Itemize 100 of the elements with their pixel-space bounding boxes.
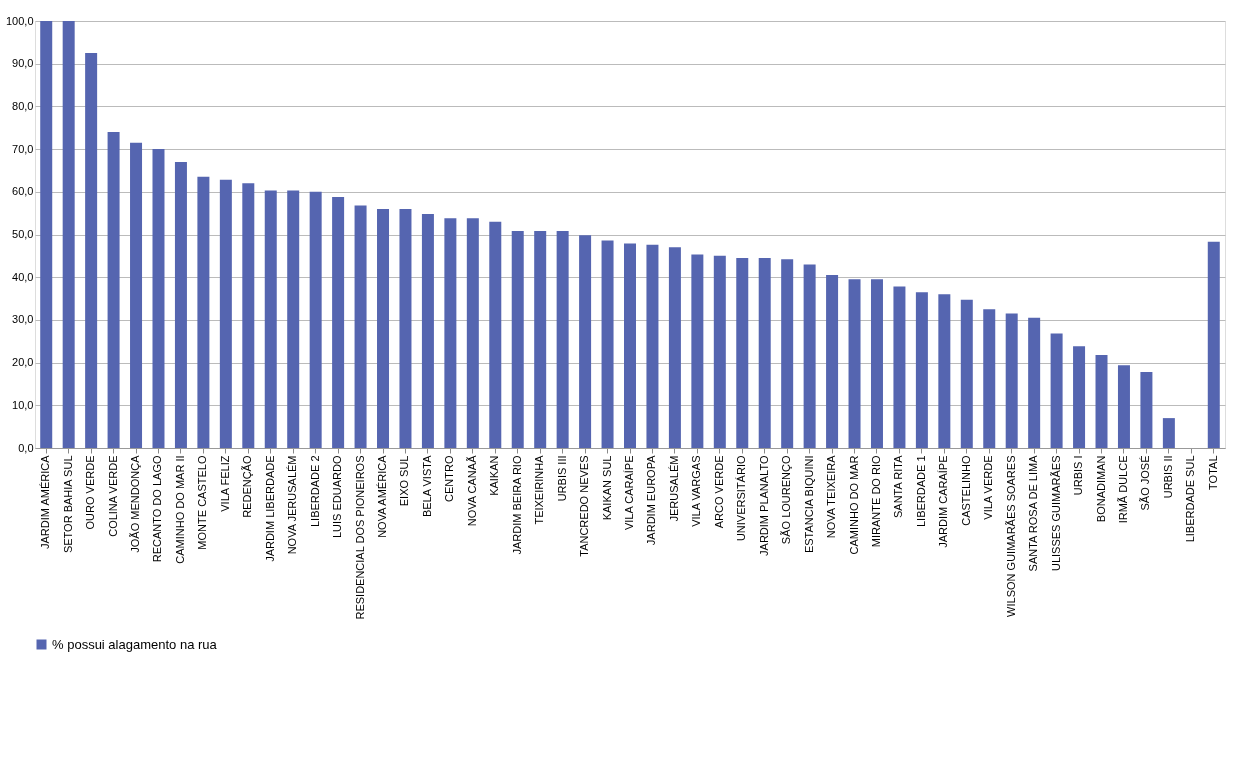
bar (152, 149, 165, 448)
bar (826, 275, 839, 448)
bar (197, 176, 210, 448)
x-tick-label: VILA VARGAS (690, 455, 703, 527)
x-tick-label: RESIDENCIAL DOS PIONEIROS (353, 455, 366, 620)
bar (1140, 371, 1153, 448)
bar (309, 191, 322, 448)
bar (601, 240, 614, 448)
x-tick-label: JERUSALÉM (667, 455, 680, 522)
bar (1005, 313, 1018, 448)
x-tick-label: ARCO VERDE (712, 455, 725, 529)
x-tick-label: RECANTO DO LAGO (151, 455, 164, 563)
bar (130, 142, 143, 448)
bar (893, 286, 906, 448)
bar (758, 257, 771, 448)
y-tick-label: 10,0 (12, 398, 34, 411)
bar (85, 53, 98, 448)
x-tick-label: JARDIM PLANALTO (757, 455, 770, 556)
x-tick-label: OURO VERDE (84, 455, 97, 530)
bar (646, 244, 659, 448)
bar (444, 218, 457, 448)
x-tick-label: NOVA CANAÃ (465, 454, 478, 527)
y-tick-label: 100,0 (5, 14, 34, 27)
x-tick-label: SANTA ROSA DE LIMA (1027, 454, 1040, 572)
x-tick-label: LIBERDADE SUL (1184, 455, 1197, 543)
y-tick-label: 50,0 (12, 228, 34, 240)
x-tick-label: CAMINHO DO MAR II (173, 455, 186, 564)
x-tick-label: JOÃO MENDONÇA (129, 454, 142, 553)
bar (107, 132, 120, 448)
bar (960, 299, 973, 448)
bar (1095, 354, 1108, 448)
bar (264, 190, 277, 448)
x-tick-label: JARDIM BEIRA RIO (510, 455, 523, 555)
x-tick-label: BONADIMAN (1094, 455, 1107, 523)
y-tick-label: 80,0 (12, 99, 34, 112)
x-tick-label: COLINA VERDE (106, 455, 119, 537)
bar (781, 259, 794, 448)
bar (736, 257, 749, 448)
x-tick-label: JARDIM LIBERDADE (263, 455, 276, 562)
x-tick-label: LIBERDADE 1 (914, 455, 927, 528)
x-tick-label: URBIS I (1072, 455, 1085, 496)
x-tick-label: URBIS II (1161, 455, 1174, 499)
y-tick-label: 30,0 (12, 313, 34, 326)
bar (534, 231, 547, 448)
x-tick-label: CAMINHO DO MAR (847, 455, 860, 555)
x-tick-label: JARDIM AMÉRICA (39, 454, 52, 550)
bar (803, 264, 816, 448)
bar (466, 218, 479, 448)
bar (579, 235, 592, 448)
bar (1207, 241, 1220, 448)
bar (489, 221, 502, 448)
x-tick-label: TANCREDO NEVES (578, 455, 591, 557)
bar (174, 161, 187, 448)
x-tick-label: REDENÇÃO (241, 455, 254, 518)
x-tick-label: URBIS III (555, 455, 568, 502)
x-tick-label: LUIS EDUARDO (331, 455, 344, 539)
bar (1028, 317, 1041, 448)
y-tick-label: 20,0 (12, 356, 34, 369)
y-tick-label: 70,0 (12, 142, 34, 155)
x-tick-label: TEIXEIRINHA (533, 454, 546, 525)
bar (713, 255, 726, 448)
bar (624, 243, 636, 448)
legend-label: % possui alagamento na rua (52, 636, 218, 652)
y-tick-label: 40,0 (12, 270, 34, 283)
x-tick-label: ULISSES GUIMARÃES (1049, 455, 1062, 572)
x-tick-label: SÃO LOURENÇO (780, 455, 793, 545)
bar (511, 231, 524, 448)
bar (399, 208, 412, 448)
bar (983, 309, 996, 448)
x-tick-label: LIBERDADE 2 (308, 455, 321, 528)
x-tick-label: ESTANCIA BIQUINI (802, 455, 815, 554)
x-tick-label: JARDIM CARAÍPE (937, 455, 950, 548)
x-tick-label: MONTE CASTELO (196, 455, 209, 550)
x-tick-label: CENTRO (443, 455, 456, 502)
bar (40, 21, 53, 448)
x-tick-label: KAIKAN SUL (600, 455, 613, 521)
x-tick-label: BELA VISTA (420, 454, 433, 518)
bar (62, 21, 75, 448)
bar (421, 214, 434, 448)
x-tick-label: MIRANTE DO RIO (869, 455, 882, 548)
bar (848, 279, 861, 448)
x-tick-label: SETOR BAHIA SUL (61, 455, 74, 554)
x-tick-label: EIXO SUL (398, 455, 411, 507)
bar (332, 196, 345, 448)
bar (1050, 333, 1063, 448)
x-tick-label: VILA VERDE (982, 455, 995, 520)
x-tick-label: NOVA JERUSALÉM (286, 455, 299, 555)
y-tick-label: 0,0 (18, 441, 34, 454)
bar (242, 183, 255, 448)
bar (377, 208, 390, 448)
bar (354, 205, 367, 448)
x-tick-label: CASTELINHO (959, 455, 972, 526)
bar (938, 294, 951, 448)
bar (668, 247, 681, 448)
bar (287, 190, 300, 448)
bar (691, 254, 704, 448)
x-tick-label: KAIKAN (488, 455, 501, 496)
bar (219, 179, 232, 448)
y-tick-label: 90,0 (12, 57, 34, 70)
x-tick-label: TOTAL (1206, 455, 1219, 490)
